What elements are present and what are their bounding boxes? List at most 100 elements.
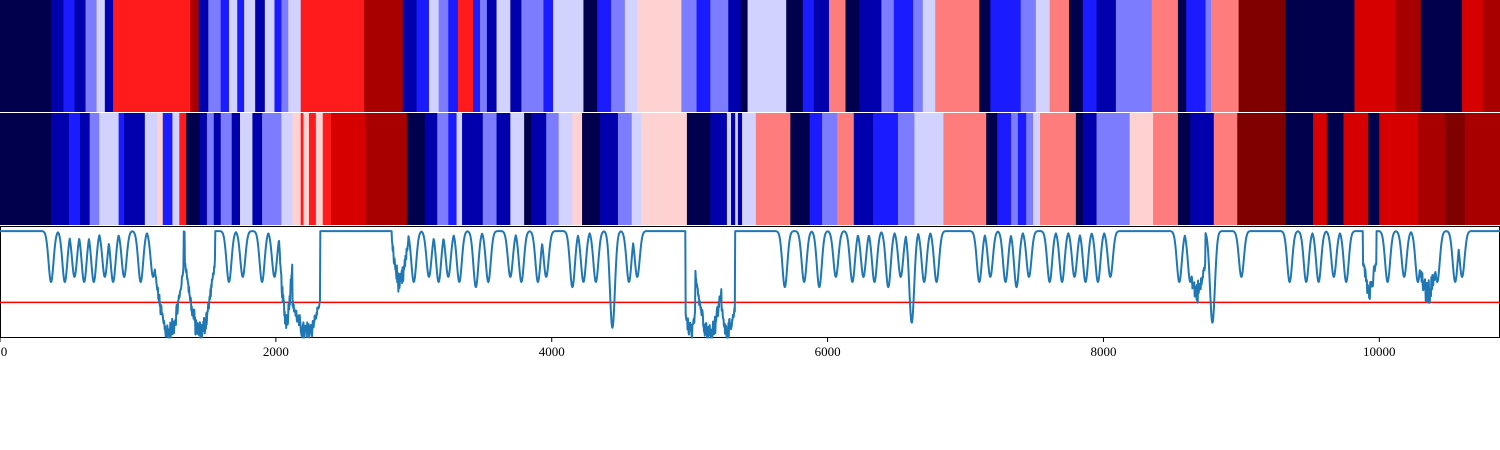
band-bottom-cell	[315, 113, 324, 225]
band-top-cell	[300, 0, 365, 112]
band-bottom-cell	[1129, 113, 1154, 225]
band-bottom-cell	[790, 113, 811, 225]
band-bottom-cell	[186, 113, 201, 225]
band-top-cell	[237, 0, 245, 112]
band-top-cell	[63, 0, 75, 112]
x-tick-label: 2000	[263, 344, 289, 359]
band-top-cell	[597, 0, 612, 112]
band-bottom-cell	[1213, 113, 1238, 225]
band-bottom-cell	[437, 113, 449, 225]
band-top-cell	[935, 0, 980, 112]
band-bottom-cell	[68, 113, 81, 225]
band-top-cell	[448, 0, 459, 112]
band-bottom-cell	[231, 113, 241, 225]
band-top-cell	[990, 0, 1022, 112]
band-top-cell	[364, 0, 404, 112]
band-top-cell	[813, 0, 830, 112]
band-bottom-cell	[262, 113, 282, 225]
band-top-cell	[681, 0, 697, 112]
band-bottom-cell	[943, 113, 987, 225]
band-bottom-cell	[1177, 113, 1191, 225]
band-bottom-cell	[641, 113, 688, 225]
x-tick-label: 0	[1, 344, 8, 359]
x-axis: 0 2000 4000 6000 8000 10000	[0, 338, 1396, 359]
band-bottom-cell	[496, 113, 511, 225]
band-top-cell	[480, 0, 488, 112]
band-top-cell	[1285, 0, 1355, 112]
band-top-cell	[637, 0, 682, 112]
band-bottom-cell	[617, 113, 633, 225]
band-bottom-cell	[710, 113, 728, 225]
band-bottom-cell	[1026, 113, 1034, 225]
band-bottom-cell	[558, 113, 573, 225]
band-bottom-cell	[742, 113, 757, 225]
band-bottom-cell	[406, 113, 426, 225]
band-bottom-cell	[755, 113, 791, 225]
band-bottom-cell	[365, 113, 408, 225]
band-bottom-cell	[118, 113, 125, 225]
band-bottom-cell	[897, 113, 915, 225]
band-bottom-cell	[200, 113, 208, 225]
band-top-cell	[416, 0, 430, 112]
band-bottom-cell	[456, 113, 463, 225]
band-bottom-cell	[1326, 113, 1344, 225]
band-bottom-cell	[80, 113, 91, 225]
band-bottom-cell	[172, 113, 180, 225]
band-bottom-cell	[631, 113, 642, 225]
band-top-cell	[1115, 0, 1153, 112]
band-bottom-cell	[1017, 113, 1027, 225]
band-top-cell	[1205, 0, 1212, 112]
band-bottom-cell	[686, 113, 711, 225]
band-bottom-cell	[914, 113, 944, 225]
band-bottom-cell	[1285, 113, 1314, 225]
band-bottom-cell	[1368, 113, 1380, 225]
band-top-cell	[1462, 0, 1484, 112]
band-top-cell	[696, 0, 711, 112]
band-bottom-cell	[873, 113, 899, 225]
band-bottom-cell	[179, 113, 187, 225]
band-bottom-cell	[89, 113, 100, 225]
band-bottom-cell	[424, 113, 438, 225]
band-bottom-cell	[1445, 113, 1466, 225]
band-top-cell	[228, 0, 238, 112]
band-top-cell	[274, 0, 282, 112]
band-top-cell	[288, 0, 302, 112]
band-top-cell	[496, 0, 511, 112]
band-bottom-cell	[1075, 113, 1084, 225]
band-bottom-cell	[1343, 113, 1369, 225]
band-bottom-cell	[162, 113, 173, 225]
band-top-cell	[922, 0, 936, 112]
band-top-cell	[1482, 0, 1500, 112]
band-bottom-cell	[331, 113, 366, 225]
band-top-cell	[1020, 0, 1037, 112]
band-top-cell	[624, 0, 638, 112]
band-bottom-cell	[997, 113, 1012, 225]
band-bottom-cell	[837, 113, 855, 225]
band-bottom-cell	[1417, 113, 1446, 225]
band-bottom-cell	[322, 113, 332, 225]
band-bottom-cell	[1313, 113, 1328, 225]
band-top-cell	[0, 0, 52, 112]
band-top-cell	[553, 0, 584, 112]
x-tick-label: 10000	[1363, 344, 1396, 359]
band-top-cell	[881, 0, 895, 112]
band-bottom-cell	[448, 113, 457, 225]
segment-band-top	[0, 0, 1500, 112]
band-top-cell	[486, 0, 497, 112]
band-top-cell	[1211, 0, 1240, 112]
band-top-cell	[51, 0, 64, 112]
band-top-cell	[104, 0, 114, 112]
band-bottom-cell	[292, 113, 302, 225]
band-bottom-cell	[300, 113, 304, 225]
band-bottom-cell	[51, 113, 70, 225]
band-top-cell	[1151, 0, 1179, 112]
band-top-cell	[281, 0, 289, 112]
band-top-cell	[1177, 0, 1187, 112]
band-bottom-cell	[482, 113, 497, 225]
band-bottom-cell	[1082, 113, 1097, 225]
band-bottom-cell	[546, 113, 560, 225]
band-top-cell	[859, 0, 882, 112]
band-top-cell	[244, 0, 256, 112]
band-top-cell	[1354, 0, 1397, 112]
